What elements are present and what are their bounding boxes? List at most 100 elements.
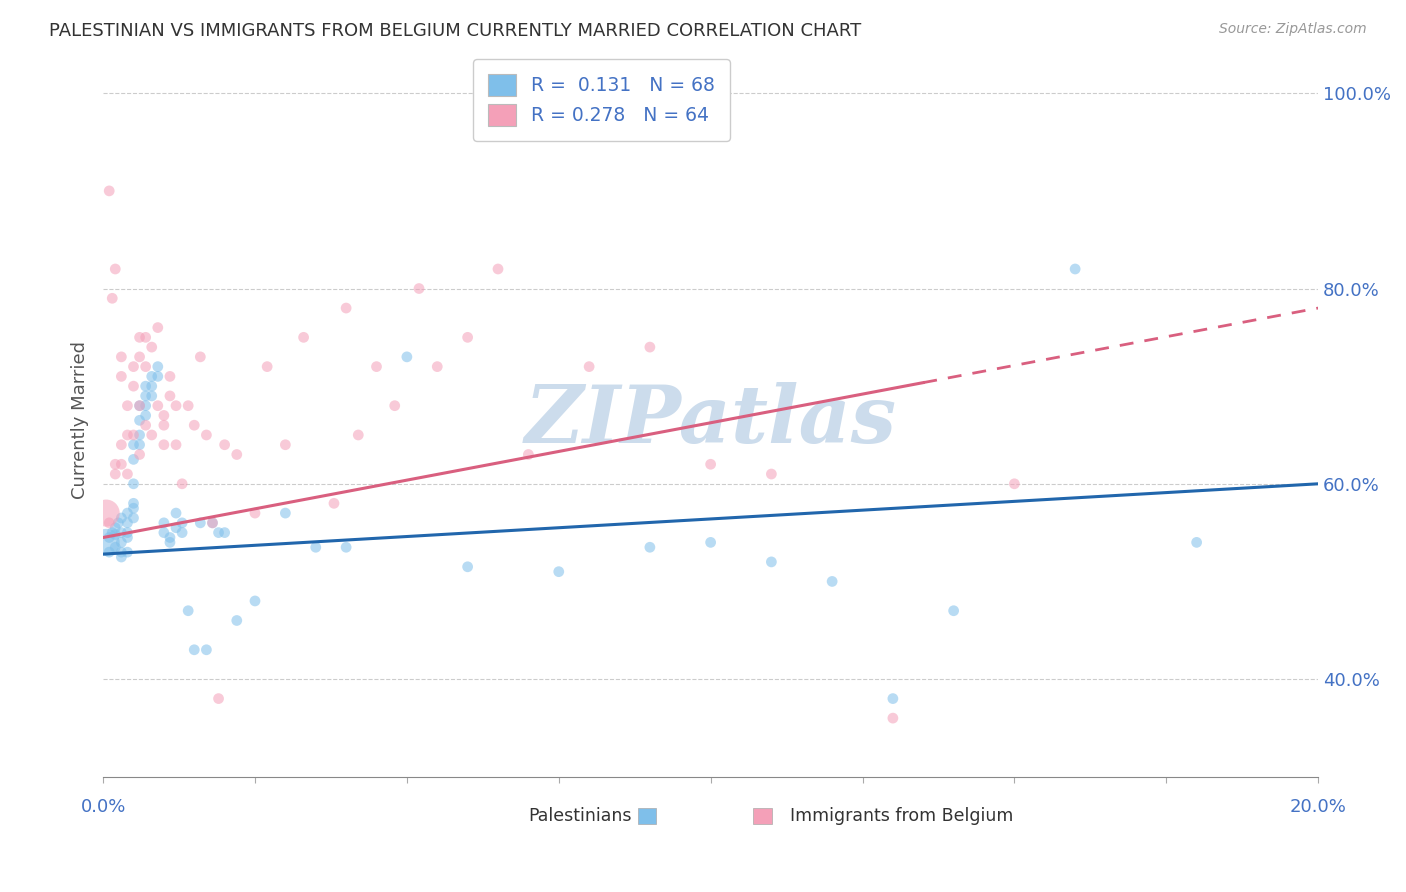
Point xyxy=(122,511,145,525)
Point xyxy=(104,521,127,535)
Point xyxy=(195,428,218,442)
Point xyxy=(117,525,139,540)
Point xyxy=(243,594,266,608)
Point xyxy=(153,525,176,540)
Point xyxy=(305,541,328,555)
Text: 20.0%: 20.0% xyxy=(1289,798,1347,816)
Point xyxy=(214,438,236,452)
Point xyxy=(165,521,187,535)
Point xyxy=(177,399,200,413)
Text: Source: ZipAtlas.com: Source: ZipAtlas.com xyxy=(1219,22,1367,37)
Point xyxy=(117,506,139,520)
Point xyxy=(256,359,278,374)
Point xyxy=(457,559,479,574)
Point xyxy=(122,452,145,467)
Point xyxy=(225,448,247,462)
Point xyxy=(146,399,169,413)
Point xyxy=(128,399,150,413)
Legend: R =  0.131   N = 68, R = 0.278   N = 64: R = 0.131 N = 68, R = 0.278 N = 64 xyxy=(472,59,730,141)
Point xyxy=(110,549,132,564)
Point xyxy=(117,428,139,442)
Point xyxy=(98,545,121,559)
Point xyxy=(122,476,145,491)
Point xyxy=(141,389,163,403)
Y-axis label: Currently Married: Currently Married xyxy=(72,342,89,500)
Point xyxy=(165,399,187,413)
Point xyxy=(188,350,211,364)
Point xyxy=(141,428,163,442)
Point xyxy=(761,467,783,481)
Point xyxy=(110,545,132,559)
Point xyxy=(761,555,783,569)
Point xyxy=(146,369,169,384)
Point xyxy=(1064,262,1087,277)
Point xyxy=(135,418,157,433)
Point xyxy=(117,467,139,481)
Point xyxy=(165,506,187,520)
Point xyxy=(1185,535,1208,549)
Point xyxy=(122,438,145,452)
Text: PALESTINIAN VS IMMIGRANTS FROM BELGIUM CURRENTLY MARRIED CORRELATION CHART: PALESTINIAN VS IMMIGRANTS FROM BELGIUM C… xyxy=(49,22,862,40)
Point xyxy=(172,476,194,491)
Point xyxy=(153,438,176,452)
Point xyxy=(165,438,187,452)
Point xyxy=(335,541,357,555)
Point xyxy=(110,535,132,549)
Point xyxy=(122,379,145,393)
Point xyxy=(117,545,139,559)
Text: Palestinians: Palestinians xyxy=(529,807,631,825)
Point xyxy=(110,369,132,384)
Point xyxy=(98,531,121,545)
Point xyxy=(128,413,150,427)
Point xyxy=(135,330,157,344)
Point xyxy=(110,525,132,540)
Point xyxy=(882,711,904,725)
Point xyxy=(98,184,121,198)
Point xyxy=(183,418,205,433)
Point xyxy=(638,340,661,354)
Point xyxy=(426,359,449,374)
Point xyxy=(110,350,132,364)
Point xyxy=(395,350,418,364)
Point xyxy=(128,350,150,364)
Point xyxy=(110,511,132,525)
Point xyxy=(110,457,132,471)
Point xyxy=(110,438,132,452)
Point xyxy=(128,428,150,442)
Point xyxy=(122,359,145,374)
Point xyxy=(135,409,157,423)
Point xyxy=(517,448,540,462)
Point xyxy=(101,291,124,305)
Point xyxy=(98,516,121,530)
Point xyxy=(274,506,297,520)
Point xyxy=(104,527,127,541)
Point xyxy=(408,281,430,295)
Point xyxy=(117,531,139,545)
Point xyxy=(146,359,169,374)
Point xyxy=(243,506,266,520)
Point xyxy=(128,438,150,452)
Point xyxy=(225,614,247,628)
Point xyxy=(323,496,346,510)
Point xyxy=(201,516,224,530)
Point xyxy=(486,262,509,277)
Point xyxy=(128,399,150,413)
Point xyxy=(942,604,965,618)
Point xyxy=(366,359,388,374)
Point xyxy=(117,399,139,413)
Point xyxy=(153,409,176,423)
Point xyxy=(457,330,479,344)
Point xyxy=(172,516,194,530)
Point xyxy=(135,389,157,403)
Point xyxy=(135,379,157,393)
Point xyxy=(547,565,569,579)
Point xyxy=(104,467,127,481)
Point xyxy=(117,516,139,530)
Point xyxy=(128,448,150,462)
Point xyxy=(821,574,844,589)
Point xyxy=(122,496,145,510)
Point xyxy=(159,389,181,403)
Point xyxy=(104,541,127,555)
Point xyxy=(292,330,315,344)
Point xyxy=(159,531,181,545)
